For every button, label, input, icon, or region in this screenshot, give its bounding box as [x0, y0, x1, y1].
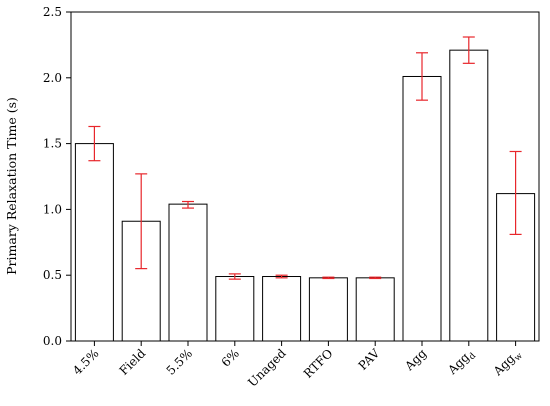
y-ticks: 0.0 0.5 1.0 1.5 2.0 2.5 [43, 5, 71, 348]
x-tick-label: Unaged [245, 346, 289, 390]
bar [449, 49, 489, 342]
y-tick-label: 1.5 [43, 137, 62, 151]
plot-frame [70, 11, 540, 342]
x-tick-label: 6% [219, 346, 242, 369]
bar [355, 277, 395, 342]
y-tick-label: 2.0 [43, 71, 62, 85]
bar [308, 277, 348, 342]
x-tick-label: PAV [356, 346, 383, 373]
x-tick-label: Agg [402, 346, 430, 374]
bar [262, 276, 302, 342]
x-tick-label: RTFO [301, 346, 336, 381]
error-bars [88, 36, 522, 280]
x-tick-label: 5.5% [164, 346, 195, 377]
bar [402, 75, 442, 342]
x-tick-label: 4.5% [70, 346, 101, 377]
bar [168, 203, 208, 342]
y-axis-label: Primary Relaxation Time (s) [4, 97, 19, 275]
y-tick-label: 0.0 [43, 334, 62, 348]
y-tick-label: 2.5 [43, 5, 62, 19]
x-tick-label: Aggw [490, 346, 525, 381]
y-tick-label: 0.5 [43, 268, 62, 282]
bar [74, 143, 114, 342]
x-tick-label: Aggd [444, 346, 478, 380]
bar [215, 276, 255, 342]
bars [74, 49, 536, 342]
axes [70, 11, 540, 342]
y-tick-label: 1.0 [43, 202, 62, 216]
x-ticks: 4.5% Field 5.5% 6% Unaged RTFO PAV Agg Aggd Aggw [70, 341, 525, 390]
x-tick-label: Field [117, 346, 149, 378]
